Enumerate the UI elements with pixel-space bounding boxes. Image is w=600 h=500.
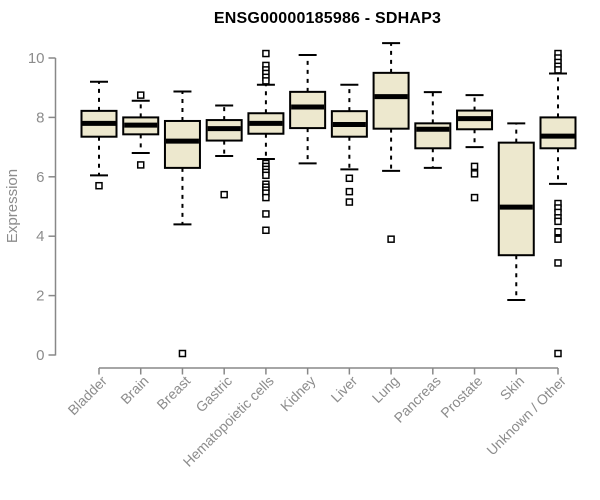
x-tick-label: Breast: [153, 373, 193, 413]
outlier-point: [262, 226, 270, 235]
box: [289, 90, 327, 130]
outlier-point: [554, 66, 562, 74]
outlier-point: [470, 162, 479, 171]
x-tick-label: Kidney: [277, 373, 319, 415]
outlier-point: [262, 77, 270, 85]
boxplot-gastric: [205, 104, 243, 199]
boxplot-bladder: [80, 80, 118, 190]
y-axis-label: Expression: [4, 168, 21, 244]
outlier-point: [554, 217, 562, 226]
outlier-point: [387, 235, 395, 243]
outlier-point: [262, 171, 270, 180]
box: [497, 141, 535, 257]
outlier-point: [554, 349, 562, 358]
outlier-point: [554, 227, 562, 236]
x-tick-label: Liver: [328, 372, 361, 405]
boxplot-hematopoietic-cells: [247, 49, 285, 235]
box: [539, 116, 577, 150]
x-tick-label: Lung: [369, 373, 402, 406]
outlier-point: [345, 198, 354, 206]
outlier-point: [554, 235, 562, 243]
y-tick-label: 6: [36, 169, 44, 186]
outlier-point: [136, 91, 145, 99]
chart-title: ENSG00000185986 - SDHAP3: [213, 10, 442, 27]
outlier-point: [262, 210, 270, 218]
outlier-point: [262, 193, 270, 202]
boxplot-pancreas: [414, 91, 452, 169]
boxplot-skin: [497, 122, 535, 302]
outlier-point: [220, 190, 228, 199]
y-tick-label: 4: [36, 228, 44, 245]
outlier-point: [95, 181, 103, 190]
boxplot-liver: [330, 83, 368, 206]
x-tick-label: Brain: [117, 373, 151, 407]
boxplot-kidney: [289, 54, 327, 165]
boxplot-breast: [163, 90, 201, 358]
x-tick-label: Skin: [497, 373, 528, 404]
boxplot-lung: [372, 42, 410, 243]
outlier-point: [345, 174, 354, 183]
outlier-point: [136, 161, 145, 169]
y-tick-label: 2: [36, 288, 44, 305]
x-tick-label: Bladder: [65, 372, 111, 418]
outlier-point: [262, 49, 270, 58]
y-tick-label: 0: [36, 347, 44, 364]
boxplot-brain: [122, 91, 160, 169]
outlier-point: [345, 187, 354, 196]
outlier-point: [470, 193, 479, 202]
boxplot-prostate: [456, 94, 494, 202]
y-tick-label: 10: [28, 50, 45, 67]
y-tick-label: 8: [36, 109, 44, 126]
boxplot-unknown-other: [539, 49, 577, 358]
outlier-point: [470, 170, 479, 178]
box: [372, 71, 410, 130]
outlier-point: [554, 259, 562, 267]
x-tick-label: Unknown / Other: [483, 372, 569, 458]
box: [163, 119, 201, 169]
x-tick-label: Prostate: [437, 372, 485, 420]
outlier-point: [178, 349, 187, 358]
